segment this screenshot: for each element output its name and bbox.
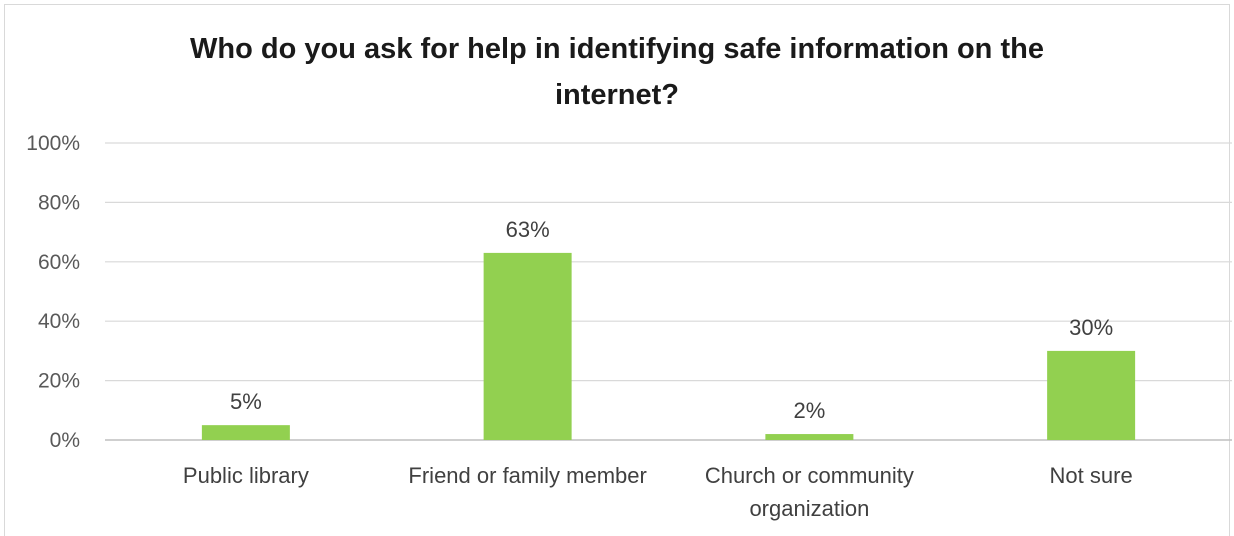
chart-frame — [4, 4, 1230, 536]
data-label: 5% — [230, 389, 262, 414]
x-category-label: Not sure — [1050, 463, 1133, 488]
bar — [1047, 350, 1136, 440]
chart-title: Who do you ask for help in identifying s… — [0, 26, 1234, 118]
data-labels: 5% 63% 2% 30% — [230, 217, 1113, 423]
y-axis-ticks: 0% 20% 40% 60% 80% 100% — [26, 132, 80, 452]
data-label: 30% — [1069, 315, 1113, 340]
y-tick-label: 100% — [26, 132, 80, 155]
y-tick-label: 20% — [38, 370, 80, 393]
data-label: 2% — [793, 398, 825, 423]
y-tick-label: 0% — [50, 429, 80, 452]
data-label: 63% — [506, 217, 550, 242]
x-category-label: organization — [749, 496, 869, 521]
gridlines — [105, 142, 1232, 441]
x-axis-categories: Public library Friend or family member Chu… — [183, 463, 1133, 521]
y-tick-label: 40% — [38, 310, 80, 333]
chart-title-line-2: internet? — [554, 79, 680, 111]
x-category-label: Public library — [183, 463, 309, 488]
x-category-label: Friend or family member — [408, 463, 646, 488]
bar — [765, 434, 854, 440]
x-category-label: Church or community — [705, 463, 914, 488]
y-tick-label: 60% — [38, 251, 80, 274]
y-tick-label: 80% — [38, 191, 80, 214]
bar — [483, 252, 572, 440]
bar — [201, 425, 290, 440]
chart-title-line-1: Who do you ask for help in identifying s… — [190, 33, 1044, 65]
bars — [201, 252, 1136, 440]
